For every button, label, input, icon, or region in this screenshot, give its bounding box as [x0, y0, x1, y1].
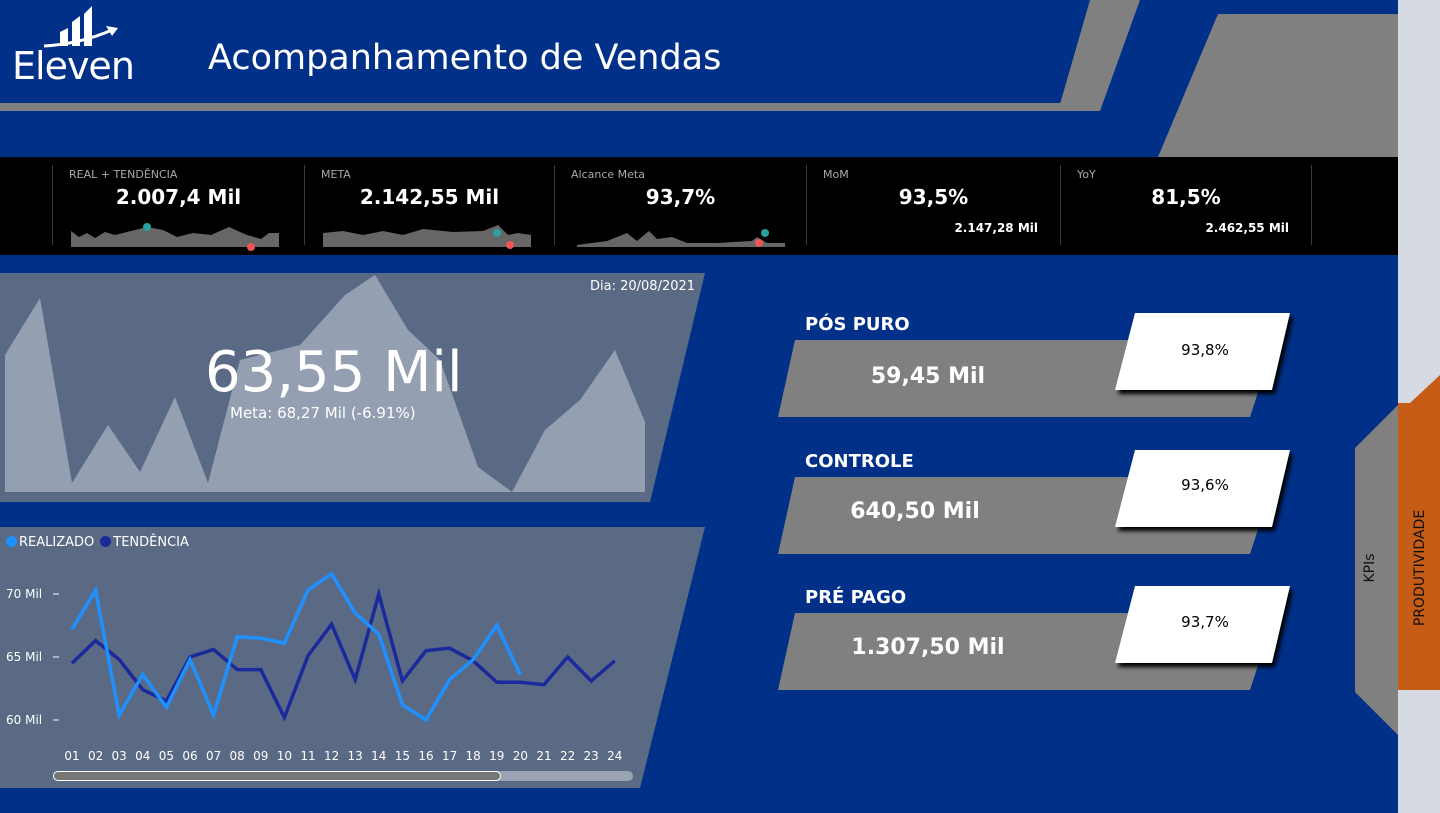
sparkline: [577, 229, 785, 247]
kpi-label: MoM: [823, 168, 849, 181]
x-tick-label: 17: [442, 749, 457, 763]
logo: Eleven: [12, 44, 135, 88]
line-panel: [0, 527, 705, 788]
x-tick-label: 22: [560, 749, 575, 763]
day-value: 63,55 Mil: [205, 340, 463, 405]
category-label: CONTROLE: [805, 451, 914, 472]
x-tick-label: 07: [206, 749, 221, 763]
x-tick-label: 03: [112, 749, 127, 763]
kpi-bar: REAL + TENDÊNCIA 2.007,4 Mil META 2.142,…: [0, 157, 1398, 255]
x-tick-label: 09: [253, 749, 268, 763]
sparkline: [323, 225, 531, 249]
kpi-sub: 2.147,28 Mil: [954, 221, 1038, 235]
date-label: Dia: 20/08/2021: [590, 279, 696, 294]
y-tick-label: 60 Mil: [6, 713, 42, 727]
logo-bars-icon: [43, 6, 118, 48]
kpi-value: 93,5%: [898, 185, 969, 209]
tab-produtividade-shape: [1398, 403, 1440, 690]
y-tick-label: 65 Mil: [6, 650, 42, 664]
x-tick-label: 23: [584, 749, 599, 763]
x-tick-label: 08: [230, 749, 245, 763]
kpi-sub: 2.462,55 Mil: [1205, 221, 1289, 235]
kpi-mom: MoM 93,5% 2.147,28 Mil: [806, 165, 1060, 245]
kpi-alcance-meta: Alcance Meta 93,7%: [554, 165, 806, 247]
series-line-realizado: [70, 571, 522, 723]
x-tick-label: 14: [371, 749, 386, 763]
kpi-real-tendencia: REAL + TENDÊNCIA 2.007,4 Mil: [52, 165, 304, 251]
x-tick-label: 04: [135, 749, 150, 763]
kpi-value: 2.142,55 Mil: [359, 185, 500, 209]
x-tick-label: 16: [418, 749, 433, 763]
category-pct: 93,8%: [1181, 341, 1229, 359]
x-tick-label: 19: [489, 749, 504, 763]
category-value: 640,50 Mil: [850, 499, 980, 524]
x-tick-label: 18: [466, 749, 481, 763]
chart-legend: REALIZADO TENDÊNCIA: [6, 535, 189, 550]
kpi-label: META: [321, 168, 351, 181]
line-chart: 70 Mil 65 Mil 60 Mil 01 02 03 04 05 06 07 08 09 10 11…: [6, 571, 622, 763]
scrollbar-track[interactable]: [53, 771, 633, 781]
y-tick-label: 70 Mil: [6, 587, 42, 601]
kpi-label: REAL + TENDÊNCIA: [69, 168, 178, 181]
category-label: PRÉ PAGO: [805, 587, 907, 608]
x-tick-label: 13: [348, 749, 363, 763]
kpi-yoy: YoY 81,5% 2.462,55 Mil: [1060, 165, 1312, 245]
card-shapes: [778, 313, 1290, 690]
x-tick-label: 15: [395, 749, 410, 763]
kpi-value: 2.007,4 Mil: [115, 185, 242, 209]
day-meta: Meta: 68,27 Mil (-6.91%): [230, 404, 416, 422]
scrollbar-thumb[interactable]: [53, 771, 501, 781]
tab-kpis-shape: [1355, 405, 1398, 735]
kpi-meta: META 2.142,55 Mil: [304, 165, 554, 249]
x-tick-label: 21: [536, 749, 551, 763]
x-tick-label: 24: [607, 749, 622, 763]
series-line-tendência: [70, 587, 616, 722]
page-title: Acompanhamento de Vendas: [208, 38, 722, 78]
category-label: PÓS PURO: [805, 314, 910, 335]
x-tick-label: 11: [300, 749, 315, 763]
x-tick-label: 05: [159, 749, 174, 763]
x-tick-label: 12: [324, 749, 339, 763]
category-pct: 93,6%: [1181, 476, 1229, 494]
category-value: 1.307,50 Mil: [851, 635, 1005, 660]
kpi-label: Alcance Meta: [571, 168, 645, 181]
daily-area-series: [5, 275, 645, 492]
x-tick-label: 01: [64, 749, 79, 763]
x-tick-label: 06: [182, 749, 197, 763]
sparkline: [71, 223, 279, 251]
legend-tendencia[interactable]: TENDÊNCIA: [100, 535, 189, 550]
x-tick-label: 20: [513, 749, 528, 763]
category-pct: 93,7%: [1181, 613, 1229, 631]
kpi-label: YoY: [1077, 168, 1096, 181]
kpi-value: 93,7%: [645, 185, 716, 209]
x-tick-label: 02: [88, 749, 103, 763]
legend-realizado[interactable]: REALIZADO: [6, 535, 94, 550]
category-value: 59,45 Mil: [870, 364, 986, 389]
x-tick-label: 10: [277, 749, 292, 763]
kpi-value: 81,5%: [1151, 185, 1221, 209]
tab-produtividade[interactable]: PRODUTIVIDADE: [1412, 509, 1428, 627]
